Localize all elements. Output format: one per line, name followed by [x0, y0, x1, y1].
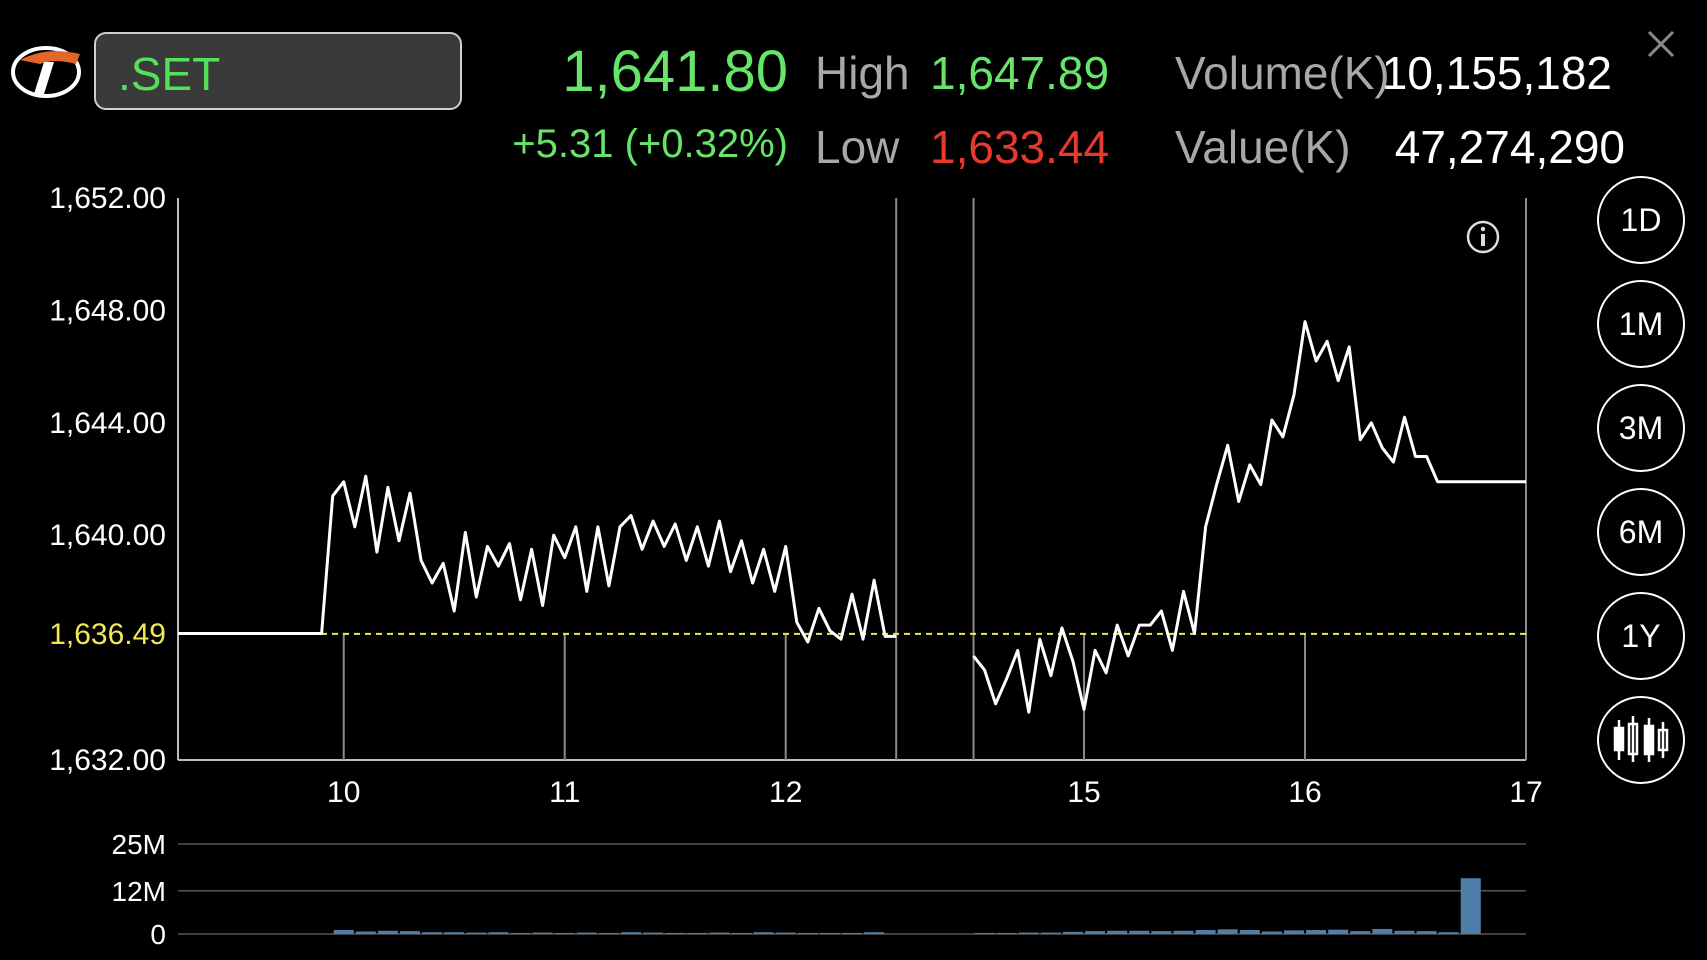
volume-bar [377, 930, 398, 934]
reference-label: 1,636.49 [49, 618, 166, 651]
volume-bar [1195, 930, 1216, 934]
volume-bar [422, 932, 443, 934]
x-tick-label: 10 [327, 776, 360, 809]
value-value: 47,274,290 [1394, 121, 1625, 173]
volume-bar [1018, 932, 1039, 934]
candlestick-toggle-button[interactable] [1597, 696, 1685, 784]
volume-bar [1085, 931, 1106, 934]
volume-bar [400, 931, 421, 934]
range-button-1y[interactable]: 1Y [1597, 592, 1685, 680]
volume-bar [1107, 930, 1128, 934]
volume-bar [731, 932, 752, 934]
y-tick-label: 1,644.00 [49, 407, 166, 440]
volume-bar [1040, 932, 1061, 934]
x-tick-label: 12 [769, 776, 802, 809]
volume-bar [753, 932, 774, 934]
volume-bar [974, 932, 995, 934]
volume-bar [819, 932, 840, 934]
volume-bar [864, 932, 885, 934]
high-label: High [815, 47, 910, 99]
price-change: +5.31 (+0.32%) [512, 122, 788, 166]
y-tick-label: 1,632.00 [49, 744, 166, 777]
y-tick-label: 1,648.00 [49, 294, 166, 327]
x-tick-label: 17 [1509, 776, 1542, 809]
volume-bar [355, 931, 376, 934]
range-button-3m[interactable]: 3M [1597, 384, 1685, 472]
volume-bar [1261, 931, 1282, 934]
volume-tick-label: 12M [112, 876, 166, 907]
volume-bar [598, 932, 619, 934]
volume-bar [510, 932, 531, 934]
volume-bar [709, 932, 730, 934]
volume-bar [1283, 930, 1304, 934]
volume-bar [842, 932, 862, 934]
volume-bar [1129, 930, 1150, 934]
volume-bar [1350, 931, 1371, 934]
volume-bar [996, 932, 1017, 934]
volume-bar [576, 932, 597, 934]
range-label: 3M [1618, 409, 1664, 446]
range-label: 1M [1618, 305, 1664, 342]
high-value: 1,647.89 [930, 47, 1110, 99]
price-line-segment [178, 474, 897, 644]
low-value: 1,633.44 [930, 121, 1110, 173]
last-price: 1,641.80 [562, 39, 788, 104]
volume-bar [1239, 930, 1260, 934]
x-tick-label: 16 [1288, 776, 1321, 809]
volume-label: Volume(K) [1175, 47, 1390, 99]
range-button-1m[interactable]: 1M [1597, 280, 1685, 368]
volume-bar [333, 930, 354, 934]
volume-bar [1062, 931, 1083, 934]
volume-bar [554, 932, 575, 934]
volume-bar [665, 932, 686, 934]
symbol-text: .SET [118, 48, 221, 100]
volume-bar [797, 932, 818, 934]
volume-bar [1438, 932, 1459, 934]
value-label: Value(K) [1175, 121, 1351, 173]
info-icon[interactable] [1466, 220, 1500, 254]
volume-bar [488, 932, 509, 934]
range-label: 1D [1620, 201, 1662, 238]
range-label: 6M [1618, 513, 1664, 550]
x-tick-label: 15 [1067, 776, 1100, 809]
volume-bar [444, 932, 465, 934]
close-icon[interactable] [1645, 28, 1677, 60]
volume-bar [1416, 931, 1437, 934]
volume-bar [1372, 928, 1393, 934]
volume-bar [1151, 931, 1172, 934]
symbol-input[interactable]: .SET [94, 32, 462, 110]
volume-bar [775, 932, 796, 934]
low-label: Low [815, 121, 900, 173]
volume-bar [1306, 930, 1327, 934]
volume-bar [1217, 929, 1238, 934]
volume-bar [1328, 929, 1349, 934]
volume-tick-label: 25M [112, 829, 166, 860]
volume-bar [687, 932, 708, 934]
volume-bar [1394, 930, 1415, 934]
price-line-segment [972, 320, 1526, 714]
volume-bar [621, 932, 642, 934]
volume-bar [1173, 930, 1194, 934]
candlestick-icon [1613, 716, 1669, 762]
x-tick-label: 11 [549, 776, 580, 809]
volume-value: 10,155,182 [1381, 47, 1612, 99]
volume-bar [643, 932, 664, 934]
volume-bar [532, 932, 553, 934]
y-tick-label: 1,652.00 [49, 182, 166, 215]
range-label: 1Y [1621, 617, 1661, 654]
volume-bar [466, 932, 487, 934]
range-button-6m[interactable]: 6M [1597, 488, 1685, 576]
y-tick-label: 1,640.00 [49, 519, 166, 552]
volume-tick-label: 0 [150, 919, 166, 950]
app-logo-icon [11, 46, 81, 98]
volume-bar [1460, 878, 1481, 934]
range-button-1d[interactable]: 1D [1597, 176, 1685, 264]
